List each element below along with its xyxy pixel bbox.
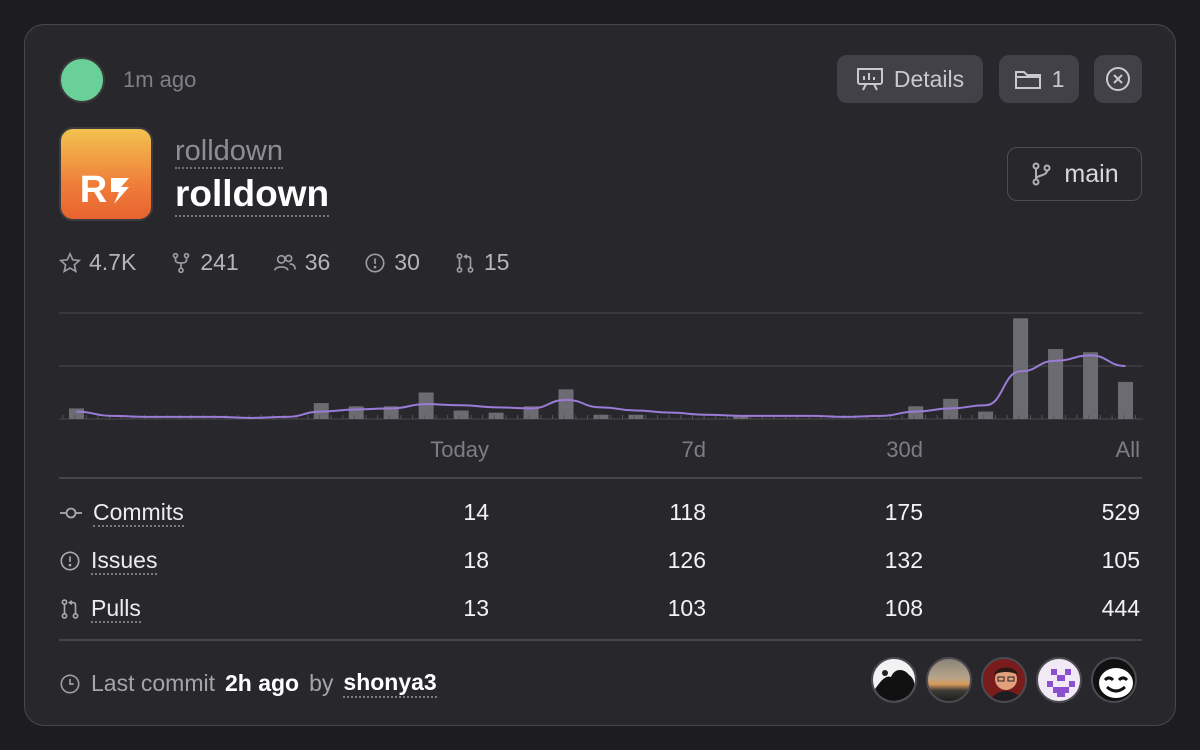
chart-bar <box>348 406 364 419</box>
avatar[interactable] <box>981 657 1027 703</box>
issues-label[interactable]: Issues <box>91 547 158 575</box>
repo-name-link[interactable]: rolldown <box>175 173 330 217</box>
commits-7d: 118 <box>669 499 706 525</box>
stat-issues: 30 <box>364 249 420 276</box>
pulls-all: 444 <box>1101 595 1140 621</box>
close-icon <box>1106 67 1130 91</box>
stat-stars: 4.7K <box>59 249 136 276</box>
chart-bar <box>978 411 994 419</box>
issues-30d: 132 <box>884 547 923 573</box>
repo-card: 1m ago Details 1 R rolldown rolldown <box>24 24 1176 726</box>
last-commit-by: by <box>309 670 334 696</box>
chart-bar <box>68 408 84 419</box>
issues-today: 18 <box>463 547 489 573</box>
chart-bar <box>908 406 924 419</box>
pulls-30d: 108 <box>884 595 923 621</box>
branch-icon <box>1032 162 1051 186</box>
col-today: Today <box>430 437 489 462</box>
contributor-avatars <box>871 657 1137 703</box>
chart-bar <box>453 410 469 419</box>
chart-bar <box>1083 352 1099 419</box>
status-indicator <box>59 57 105 103</box>
issues-all: 105 <box>1101 547 1140 573</box>
chart-trend-line <box>76 354 1126 419</box>
fork-icon <box>172 252 190 273</box>
pull-request-icon <box>61 599 79 619</box>
avatar[interactable] <box>1091 657 1137 703</box>
stat-contributors: 36 <box>273 249 331 276</box>
commit-icon <box>60 507 82 519</box>
issue-icon <box>365 252 385 273</box>
contributors-icon <box>273 254 296 271</box>
stat-pulls-value: 15 <box>483 249 510 275</box>
commits-label[interactable]: Commits <box>93 499 184 527</box>
divider <box>59 477 1142 479</box>
pulls-today: 13 <box>463 595 489 621</box>
pulls-7d: 103 <box>667 595 706 621</box>
folder-button[interactable]: 1 <box>999 55 1079 103</box>
details-button[interactable]: Details <box>837 55 983 103</box>
avatar[interactable] <box>1036 657 1082 703</box>
avatar[interactable] <box>926 657 972 703</box>
last-commit-time: 2h ago <box>224 670 300 696</box>
commits-all: 529 <box>1101 499 1140 525</box>
stat-contributors-value: 36 <box>304 249 331 275</box>
last-commit-user[interactable]: shonya3 <box>343 669 437 698</box>
details-label: Details <box>893 65 965 92</box>
pulls-label[interactable]: Pulls <box>91 595 141 623</box>
last-commit-info: Last commit 2h ago by shonya3 <box>59 669 437 698</box>
branch-name: main <box>1064 159 1119 188</box>
row-commits-label[interactable]: Commits <box>59 499 184 527</box>
repo-logo: R <box>59 127 153 221</box>
clock-icon <box>60 673 80 694</box>
repo-owner-link[interactable]: rolldown <box>175 135 283 169</box>
col-30d: 30d <box>886 437 923 462</box>
stat-pulls: 15 <box>454 249 510 276</box>
chart-bar <box>523 406 539 419</box>
row-issues-label[interactable]: Issues <box>59 547 158 575</box>
folder-icon <box>1014 71 1041 89</box>
stat-forks-value: 241 <box>200 249 239 275</box>
updated-time: 1m ago <box>123 67 197 92</box>
col-all: All <box>1115 437 1140 462</box>
last-commit-prefix: Last commit <box>91 670 215 696</box>
avatar[interactable] <box>871 657 917 703</box>
chart-bar <box>558 389 574 419</box>
commits-today: 14 <box>463 499 489 525</box>
chart-bar <box>418 392 434 419</box>
chart-bar <box>383 406 399 419</box>
close-button[interactable] <box>1094 55 1142 103</box>
chart-bar <box>488 412 504 419</box>
chart-bar <box>628 414 644 419</box>
activity-chart <box>59 312 1143 420</box>
branch-button[interactable]: main <box>1007 147 1142 201</box>
chart-bar <box>593 414 609 419</box>
pull-request-icon <box>456 252 474 273</box>
chart-bar <box>1048 349 1064 419</box>
stat-issues-value: 30 <box>394 249 420 275</box>
divider <box>59 639 1142 641</box>
repo-stats: 4.7K 241 36 30 15 <box>59 249 543 276</box>
folder-count: 1 <box>1051 65 1065 92</box>
commits-30d: 175 <box>884 499 923 525</box>
star-icon <box>59 251 81 273</box>
issues-7d: 126 <box>667 547 706 573</box>
presentation-icon <box>856 68 883 91</box>
repo-logo-text: R <box>79 169 107 211</box>
issue-icon <box>60 551 80 571</box>
chart-bar <box>733 415 749 419</box>
lightning-icon <box>111 178 130 204</box>
chart-bar <box>1118 381 1134 419</box>
stat-stars-value: 4.7K <box>89 249 137 275</box>
chart-bar <box>1013 318 1029 419</box>
row-pulls-label[interactable]: Pulls <box>59 595 141 623</box>
col-7d: 7d <box>681 437 706 462</box>
stat-forks: 241 <box>170 249 239 276</box>
